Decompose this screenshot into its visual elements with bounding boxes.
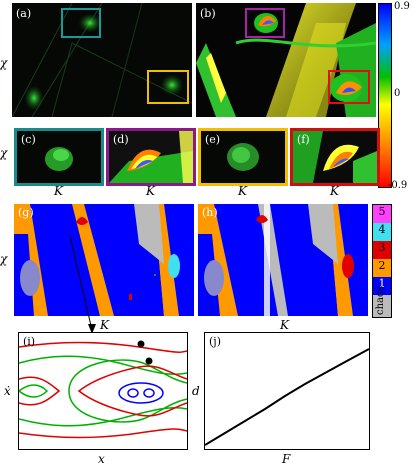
panel-d-label: (d) <box>113 133 129 146</box>
zoom-ylabel: χ <box>0 146 8 160</box>
panel-h-label: (h) <box>202 206 218 219</box>
legend-item-4: 4 <box>373 223 391 241</box>
panel-b-label: (b) <box>200 7 216 20</box>
panel-i-plot <box>19 340 187 439</box>
colorbar-mid-label: 0 <box>394 88 401 99</box>
linear-series-line <box>205 348 369 446</box>
zoom-xlabel-4: K <box>330 184 339 198</box>
basin-xlabel-h: K <box>280 318 289 332</box>
panel-e-label: (e) <box>205 133 221 146</box>
panel-a: (a) <box>12 3 192 117</box>
basin-ylabel: χ <box>0 252 8 266</box>
legend-item-2: 2 <box>373 259 391 277</box>
panel-e-image <box>201 131 285 183</box>
phase-point-2 <box>145 357 153 365</box>
panel-i: (i) <box>18 332 188 450</box>
panel-d-image <box>109 131 193 183</box>
panel-e: (e) <box>198 128 288 186</box>
legend-item-chaos: chaos <box>373 286 391 317</box>
panel-c-label: (c) <box>21 133 36 146</box>
top-ylabel: χ <box>0 56 8 70</box>
panel-c: (c) <box>14 128 104 186</box>
panel-f: (f) <box>290 128 380 186</box>
phase-xlabel: x <box>98 452 105 466</box>
basin-xlabel-g: K <box>100 318 109 332</box>
colorbar-max-label: 0.9 <box>394 1 410 12</box>
zoom-box-d <box>245 8 285 38</box>
legend-item-1: 1 <box>373 277 391 295</box>
panel-g-label: (g) <box>18 206 34 219</box>
zoom-xlabel-1: K <box>54 184 63 198</box>
phase-point-1 <box>137 340 145 348</box>
legend-chaos-label: chaos <box>375 285 386 315</box>
panel-i-label: (i) <box>23 335 36 348</box>
panel-g-image <box>14 204 194 316</box>
pointer-arrow <box>69 236 96 334</box>
panel-h: (h) <box>198 204 368 316</box>
zoom-box-c <box>61 8 101 38</box>
panel-a-image <box>12 3 192 117</box>
linear-xlabel: F <box>282 452 291 466</box>
phase-ylabel: ẋ <box>4 384 11 398</box>
zoom-box-e <box>147 70 189 104</box>
panel-f-label: (f) <box>297 133 310 146</box>
basin-legend: 5 4 3 2 1 chaos <box>372 204 392 318</box>
panel-d: (d) <box>106 128 196 186</box>
panel-f-image <box>293 131 377 183</box>
panel-j: (j) <box>204 332 370 450</box>
zoom-xlabel-2: K <box>146 184 155 198</box>
legend-item-5: 5 <box>373 205 391 223</box>
panel-j-plot <box>205 348 369 446</box>
zoom-xlabel-3: K <box>238 184 247 198</box>
panel-g: (g) <box>14 204 194 316</box>
colorbar-min-label: -0.9 <box>388 180 408 191</box>
colorbar <box>378 3 392 188</box>
linear-ylabel: d <box>192 384 200 398</box>
panel-h-image <box>198 204 368 316</box>
panel-j-label: (j) <box>209 335 221 348</box>
panel-b: (b) <box>196 3 376 117</box>
panel-a-label: (a) <box>16 7 32 20</box>
zoom-box-f <box>328 70 370 104</box>
panel-b-image <box>196 3 376 117</box>
panel-c-image <box>17 131 101 183</box>
legend-item-3: 3 <box>373 241 391 259</box>
